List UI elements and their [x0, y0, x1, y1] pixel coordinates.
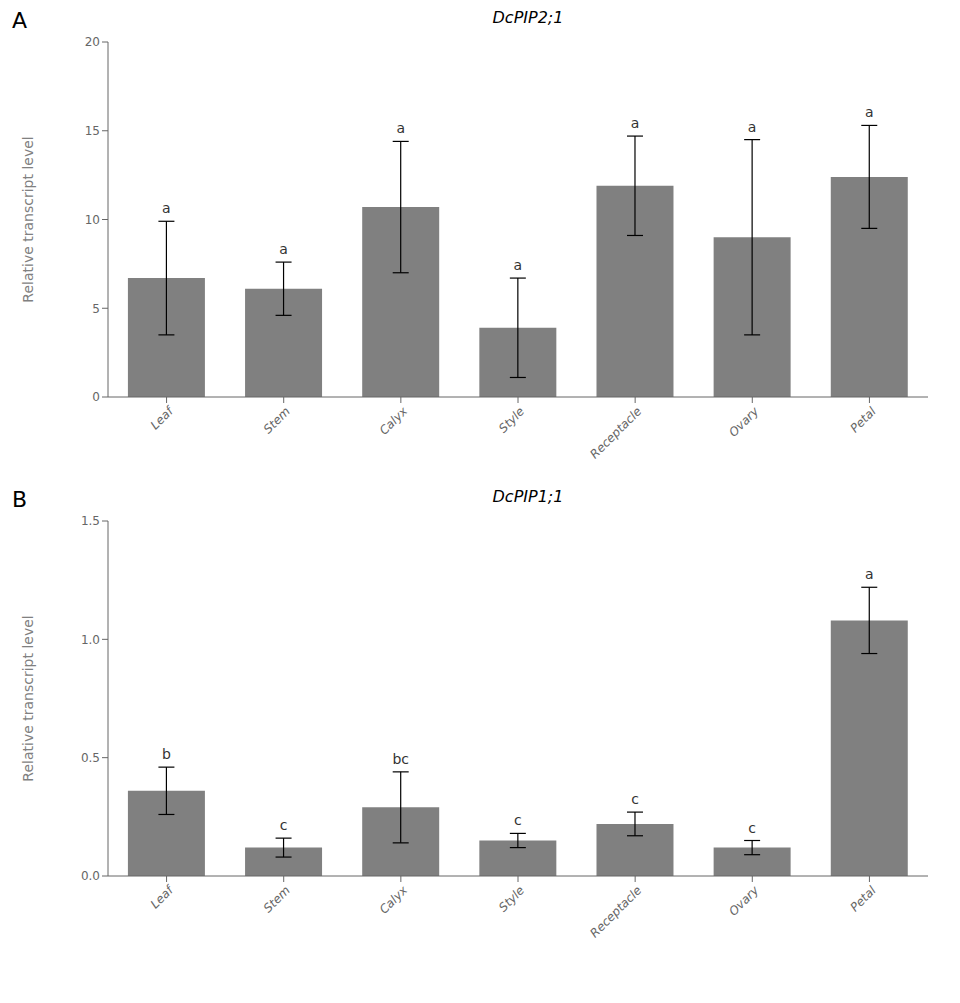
svg-text:a: a	[162, 200, 171, 216]
svg-text:5: 5	[92, 302, 100, 316]
svg-text:15: 15	[85, 124, 100, 138]
svg-text:Receptacle: Receptacle	[587, 883, 644, 940]
svg-text:0: 0	[92, 390, 100, 404]
svg-text:Ovary: Ovary	[726, 883, 762, 919]
svg-text:a: a	[865, 566, 874, 582]
svg-text:Relative transcript level: Relative transcript level	[20, 136, 36, 302]
svg-text:a: a	[279, 241, 288, 257]
svg-text:Style: Style	[496, 883, 527, 914]
svg-text:b: b	[162, 746, 171, 762]
svg-text:Petal: Petal	[847, 404, 879, 436]
svg-text:Leaf: Leaf	[148, 882, 177, 911]
svg-text:10: 10	[85, 213, 100, 227]
svg-text:20: 20	[85, 35, 100, 49]
svg-text:0.0: 0.0	[81, 869, 100, 883]
svg-text:c: c	[631, 791, 639, 807]
svg-text:Petal: Petal	[847, 883, 879, 915]
svg-text:c: c	[748, 820, 756, 836]
svg-text:Calyx: Calyx	[377, 883, 411, 917]
html-text:A: A	[12, 8, 28, 33]
svg-text:a: a	[514, 257, 523, 273]
html-text:B: B	[12, 487, 28, 512]
svg-text:c: c	[514, 812, 522, 828]
svg-text:c: c	[280, 817, 288, 833]
svg-text:a: a	[396, 120, 405, 136]
svg-text:a: a	[748, 119, 757, 135]
svg-text:a: a	[631, 115, 640, 131]
html-text:DcPIP2;1: DcPIP2;1	[492, 8, 564, 27]
svg-text:Relative transcript level: Relative transcript level	[20, 615, 36, 781]
svg-text:0.5: 0.5	[81, 751, 100, 765]
svg-text:Leaf: Leaf	[148, 403, 177, 432]
svg-text:a: a	[865, 104, 874, 120]
svg-text:Ovary: Ovary	[726, 404, 762, 440]
svg-text:Stem: Stem	[261, 883, 293, 915]
svg-text:bc: bc	[392, 751, 409, 767]
svg-text:Stem: Stem	[261, 404, 293, 436]
html-text:DcPIP1;1: DcPIP1;1	[492, 487, 564, 506]
svg-text:1.0: 1.0	[81, 633, 100, 647]
svg-text:Style: Style	[496, 404, 527, 435]
svg-text:1.5: 1.5	[81, 514, 100, 528]
svg-text:Calyx: Calyx	[377, 404, 411, 438]
svg-text:Receptacle: Receptacle	[587, 404, 644, 461]
